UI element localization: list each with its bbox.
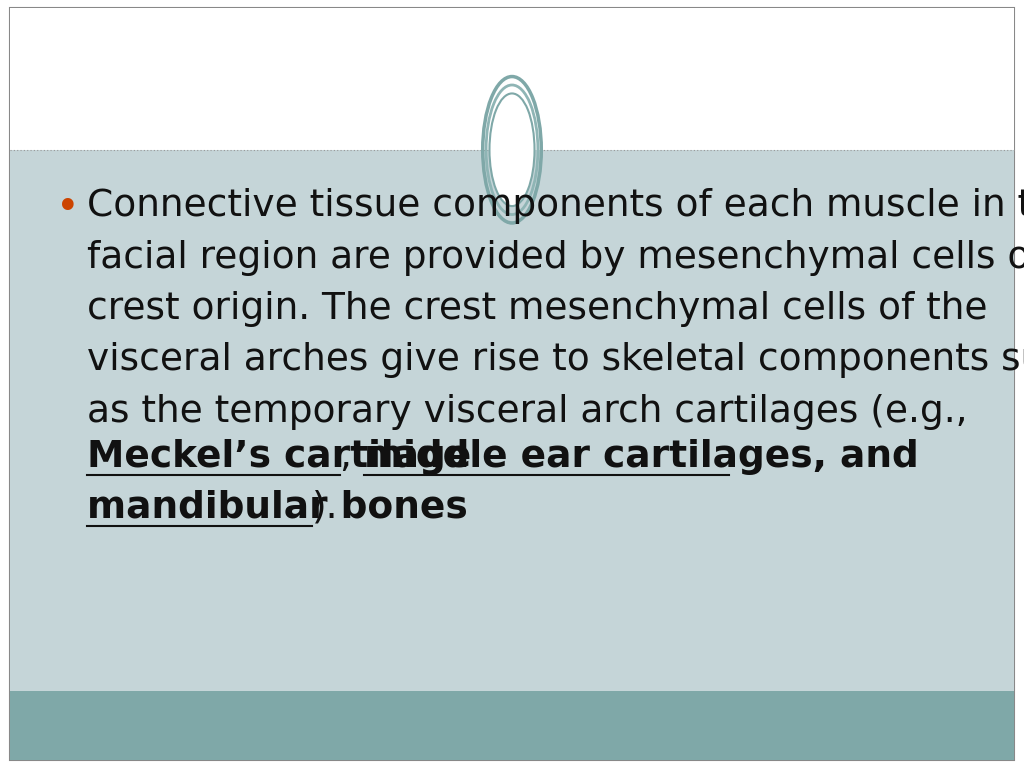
- Text: middle ear cartilages, and: middle ear cartilages, and: [364, 439, 919, 475]
- Bar: [10, 691, 1014, 760]
- Text: ).: ).: [311, 489, 338, 525]
- Text: ,: ,: [340, 439, 364, 475]
- Text: Meckel’s cartilage: Meckel’s cartilage: [87, 439, 471, 475]
- Text: Connective tissue components of each muscle in the
facial region are provided by: Connective tissue components of each mus…: [87, 188, 1024, 430]
- FancyBboxPatch shape: [10, 8, 1014, 760]
- Text: •: •: [56, 188, 80, 228]
- Text: mandibular bones: mandibular bones: [87, 489, 468, 525]
- Bar: [10, 150, 1014, 691]
- Ellipse shape: [496, 144, 528, 189]
- Bar: [10, 8, 1014, 150]
- Ellipse shape: [489, 94, 535, 206]
